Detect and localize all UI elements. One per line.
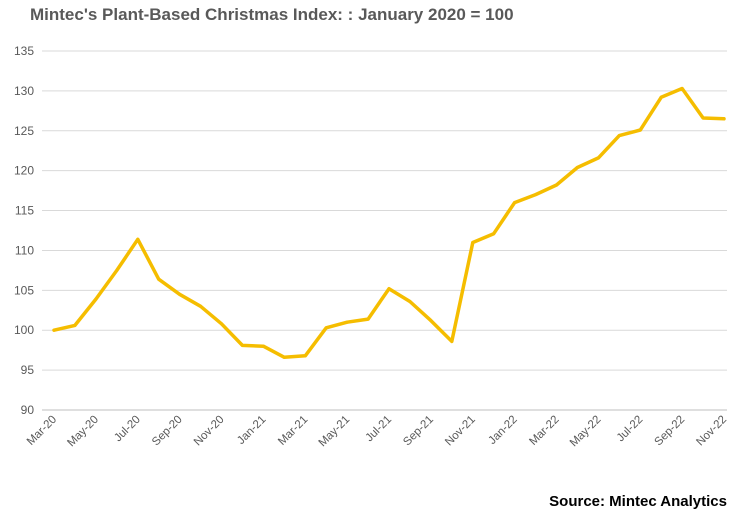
data-point bbox=[492, 232, 496, 236]
series-line-0 bbox=[52, 86, 726, 360]
x-tick-label: Mar-22 bbox=[527, 414, 561, 448]
x-tick-label: Nov-21 bbox=[443, 414, 478, 449]
x-tick-label: May-21 bbox=[317, 414, 353, 450]
data-point bbox=[345, 320, 349, 324]
data-point bbox=[638, 128, 642, 132]
data-point bbox=[240, 343, 244, 347]
data-point bbox=[303, 354, 307, 358]
data-point bbox=[471, 240, 475, 244]
y-axis-ticks: 90 95 100 105 110 115 120 125 130 135 bbox=[14, 44, 34, 417]
x-tick-label: Nov-22 bbox=[694, 414, 729, 449]
data-point bbox=[324, 326, 328, 330]
data-point bbox=[513, 201, 517, 205]
data-point bbox=[680, 86, 684, 90]
data-point bbox=[450, 339, 454, 343]
y-tick-label: 120 bbox=[14, 164, 34, 178]
data-point bbox=[555, 183, 558, 187]
data-point bbox=[136, 237, 140, 241]
data-point bbox=[387, 287, 391, 291]
y-tick-label: 90 bbox=[21, 403, 35, 417]
series-lines bbox=[52, 86, 726, 360]
data-point bbox=[178, 292, 182, 296]
data-point bbox=[52, 328, 56, 332]
y-tick-label: 100 bbox=[14, 323, 34, 337]
data-point bbox=[261, 344, 265, 348]
y-tick-label: 130 bbox=[14, 84, 34, 98]
data-point bbox=[534, 193, 538, 197]
y-tick-label: 110 bbox=[15, 243, 34, 257]
x-tick-label: Sep-22 bbox=[653, 414, 688, 449]
x-axis-ticks: Mar-20 May-20 Jul-20 Sep-20 Nov-20 Jan-21 Mar-… bbox=[25, 414, 729, 450]
y-tick-label: 95 bbox=[21, 363, 35, 377]
data-point bbox=[617, 134, 621, 138]
x-tick-label: Nov-20 bbox=[192, 414, 227, 449]
data-point bbox=[73, 323, 77, 327]
x-tick-label: May-20 bbox=[65, 414, 101, 450]
source-note: Source: Mintec Analytics bbox=[549, 493, 727, 510]
data-point bbox=[575, 165, 579, 169]
gridlines bbox=[42, 50, 727, 411]
data-point bbox=[659, 95, 663, 99]
x-tick-label: Jul-21 bbox=[363, 414, 394, 445]
x-tick-label: Mar-21 bbox=[276, 414, 310, 448]
data-point bbox=[199, 304, 203, 308]
x-tick-label: Jul-20 bbox=[112, 414, 143, 445]
y-tick-label: 105 bbox=[14, 283, 34, 297]
data-point bbox=[596, 156, 600, 160]
x-tick-label: May-22 bbox=[568, 414, 604, 450]
data-point bbox=[157, 277, 161, 281]
chart-title: Mintec's Plant-Based Christmas Index: : … bbox=[30, 5, 514, 24]
data-point bbox=[722, 117, 726, 121]
x-tick-label: Jan-21 bbox=[235, 414, 268, 447]
data-point bbox=[115, 268, 119, 272]
y-tick-label: 125 bbox=[14, 124, 34, 138]
y-tick-label: 115 bbox=[15, 204, 34, 218]
data-point bbox=[94, 297, 98, 301]
data-point bbox=[366, 317, 370, 321]
data-point bbox=[408, 300, 412, 304]
x-tick-label: Jul-22 bbox=[615, 414, 646, 445]
data-point bbox=[701, 116, 705, 120]
x-tick-label: Sep-20 bbox=[150, 414, 185, 449]
x-tick-label: Mar-20 bbox=[25, 414, 59, 448]
data-point bbox=[429, 319, 433, 323]
data-point bbox=[282, 355, 286, 359]
data-point bbox=[220, 322, 223, 326]
x-tick-label: Sep-21 bbox=[401, 414, 436, 449]
x-tick-label: Jan-22 bbox=[486, 414, 519, 447]
y-tick-label: 135 bbox=[14, 44, 34, 58]
